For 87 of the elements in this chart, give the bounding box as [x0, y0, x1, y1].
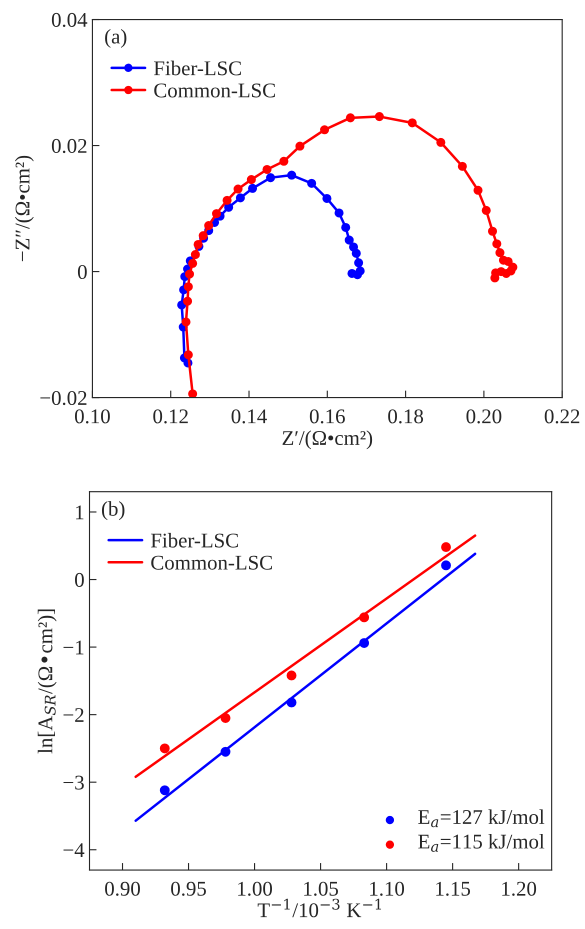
- point: [458, 162, 467, 171]
- point: [198, 231, 208, 240]
- x-tick-label: 0.18: [388, 409, 424, 424]
- point: [352, 248, 361, 258]
- point: [246, 175, 256, 184]
- annotation: E$_{a}$=127 kJ/mol: [418, 809, 544, 828]
- point: [279, 156, 288, 166]
- y-tick-label: 0.02: [52, 138, 86, 154]
- point: [347, 268, 356, 278]
- chart-title: (a): [105, 28, 126, 48]
- x-tick-label: 0.10: [74, 409, 110, 424]
- point: [183, 296, 192, 306]
- x-tick-label: 1.15: [436, 882, 470, 896]
- point: [344, 236, 354, 245]
- point: [441, 542, 451, 552]
- point: [341, 222, 350, 232]
- x-tick-label: 1.20: [502, 882, 536, 896]
- point: [184, 282, 193, 292]
- point: [185, 270, 194, 279]
- point: [286, 670, 296, 680]
- point: [286, 698, 296, 708]
- legend-label: Fiber-LSC: [150, 532, 238, 548]
- point: [222, 196, 232, 205]
- y-axis-title: ln[A$_{SR}$/(Ω•cm²)]: [38, 609, 57, 754]
- y-tick-label: 0: [75, 572, 84, 587]
- legend-label: Common-LSC: [151, 556, 272, 570]
- legend-label: Fiber-LSC: [154, 60, 241, 76]
- point: [248, 184, 258, 193]
- point: [495, 248, 504, 258]
- y-tick-label: −3: [64, 776, 84, 790]
- point: [184, 350, 193, 360]
- point: [492, 239, 502, 248]
- point: [160, 785, 170, 796]
- x-tick-label: 0.20: [466, 409, 502, 424]
- point: [287, 170, 296, 180]
- y-tick-label: −4: [64, 843, 84, 857]
- x-tick-label: 0.90: [105, 882, 140, 896]
- x-tick-label: 0.12: [153, 409, 188, 424]
- x-tick-label: 1.10: [370, 882, 404, 896]
- point: [354, 258, 364, 268]
- point: [181, 317, 191, 327]
- y-tick-label: −2: [64, 708, 84, 722]
- y-tick-label: 0.04: [52, 12, 88, 28]
- point: [188, 258, 198, 268]
- x-tick-label: 0.22: [544, 409, 580, 424]
- point: [188, 389, 198, 398]
- point: [359, 612, 370, 622]
- point: [320, 125, 330, 134]
- y-tick-label: −0.02: [40, 390, 86, 406]
- chart-title: (b): [102, 501, 124, 520]
- point: [374, 112, 384, 122]
- point: [307, 178, 316, 188]
- point: [482, 206, 491, 215]
- point: [295, 142, 304, 151]
- point: [160, 743, 170, 754]
- x-tick-label: 0.16: [310, 409, 345, 424]
- legend-label: Common-LSC: [154, 83, 275, 98]
- point: [359, 638, 370, 648]
- point: [322, 194, 332, 203]
- x-tick-label: 1.00: [238, 882, 272, 896]
- x-tick-label: 0.95: [171, 882, 206, 896]
- y-tick-label: 1: [76, 505, 84, 520]
- x-axis-title: T$^{−1}$/10$^{−3}$ K$^{−1}$: [258, 898, 382, 918]
- y-axis-title: −Z″/(Ω•cm²): [14, 156, 34, 262]
- point: [220, 713, 230, 723]
- y-tick-label: −1: [64, 640, 84, 654]
- point: [212, 209, 222, 218]
- point: [504, 256, 513, 266]
- point: [436, 138, 446, 147]
- point: [441, 560, 451, 570]
- point: [234, 184, 243, 194]
- point: [262, 164, 272, 174]
- point: [334, 208, 344, 218]
- point: [236, 193, 245, 202]
- point: [488, 226, 498, 236]
- y-tick-label: 0: [78, 264, 87, 280]
- point: [474, 186, 483, 195]
- x-axis-title: Z′/(Ω•cm²): [282, 430, 372, 450]
- point: [266, 173, 276, 182]
- x-tick-label: 1.05: [304, 882, 338, 896]
- point: [204, 221, 214, 230]
- x-tick-label: 0.14: [232, 409, 267, 424]
- annotation: E$_{a}$=115 kJ/mol: [418, 834, 544, 852]
- point: [408, 118, 417, 128]
- point: [220, 746, 230, 757]
- point: [346, 113, 355, 122]
- point: [190, 250, 200, 260]
